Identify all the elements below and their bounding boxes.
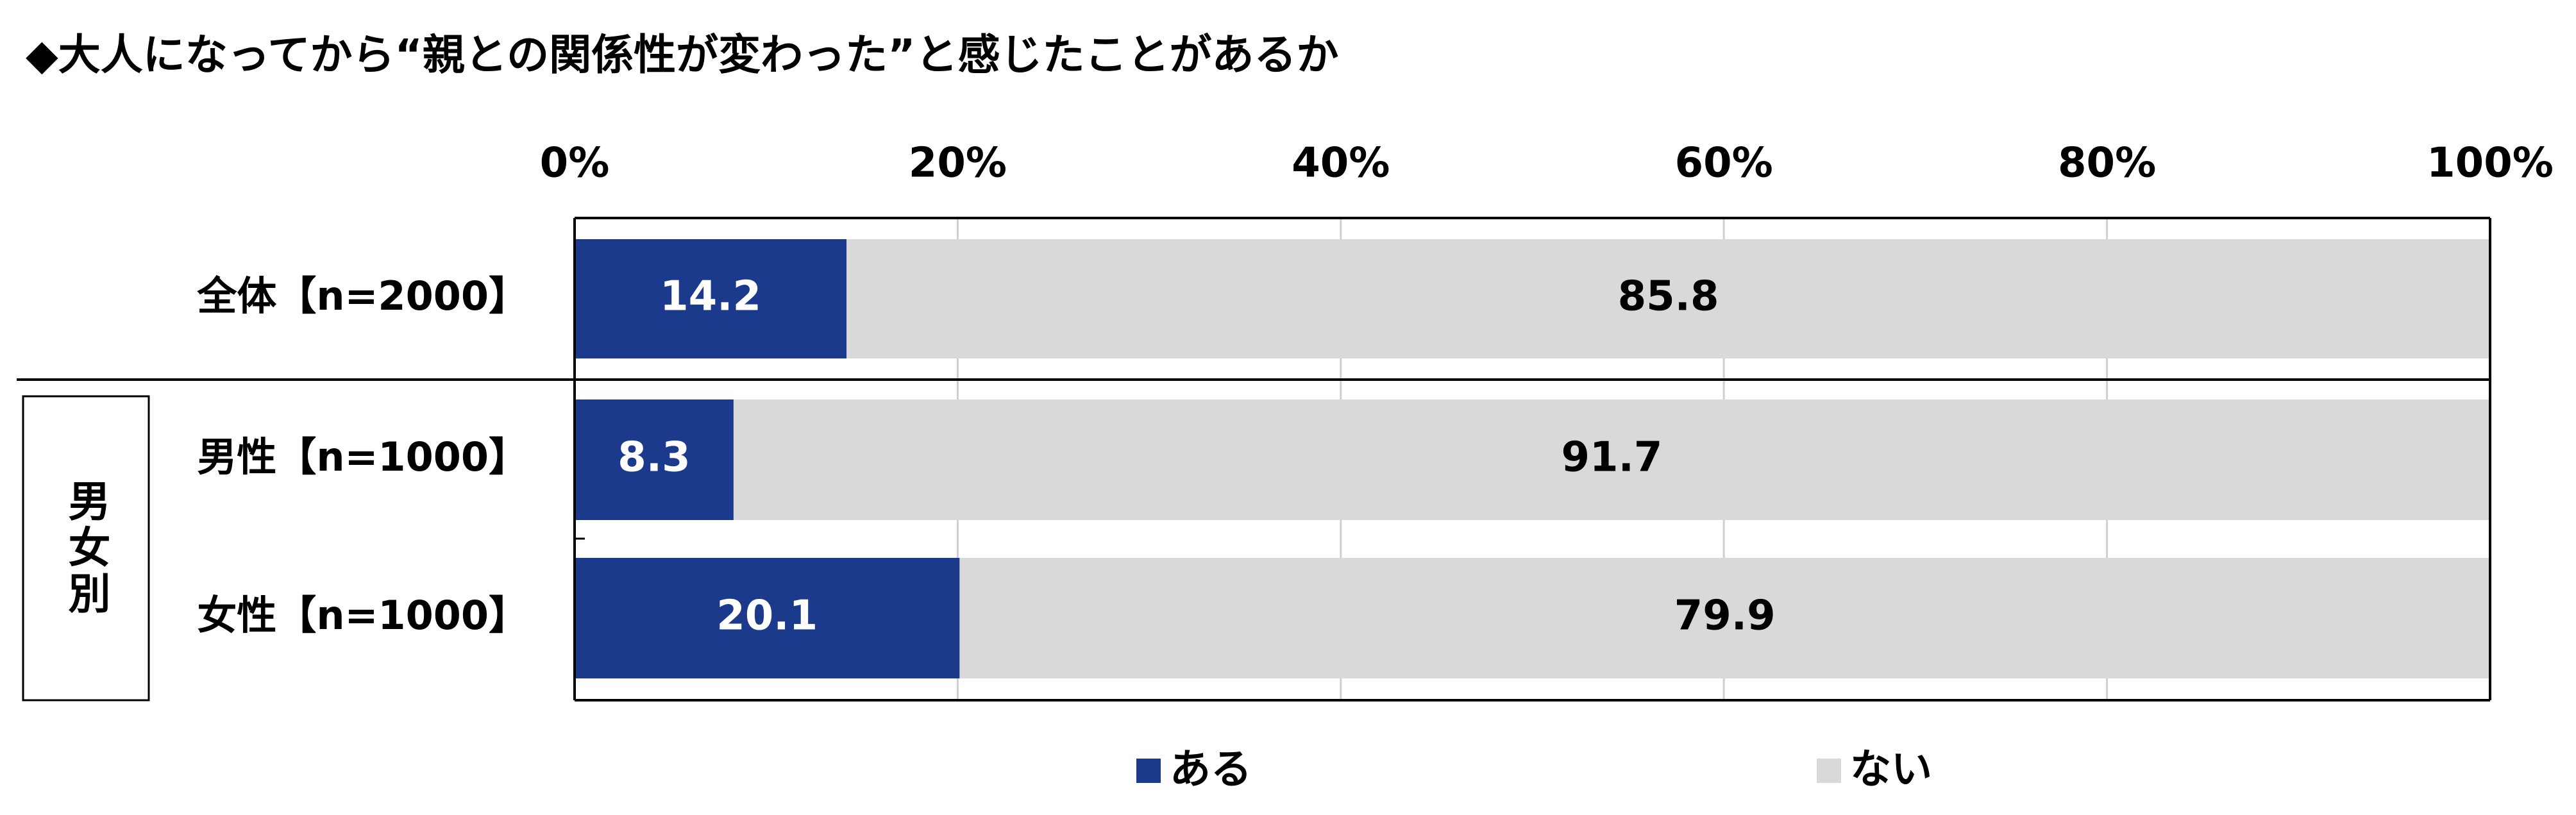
bar-segment (575, 399, 734, 520)
data-label: 20.1 (716, 592, 818, 640)
y-tick-label: 男性【n=1000】 (197, 433, 528, 480)
data-label: 79.9 (1674, 592, 1776, 640)
bar-segment (575, 558, 960, 678)
legend-swatch (1817, 759, 1841, 783)
x-tick-label: 60% (1675, 140, 1773, 187)
bar-segment (575, 239, 847, 358)
bar-segment (846, 239, 2490, 358)
bar-segment (733, 399, 2491, 520)
data-label: 85.8 (1618, 273, 1719, 321)
legend-label: ない (1850, 746, 1932, 794)
legend-swatch (1136, 759, 1161, 783)
x-tick-label: 40% (1292, 140, 1390, 187)
chart-title: ◆大人になってから“親との関係性が変わった”と感じたことがあるか (26, 30, 1339, 80)
x-tick-label: 80% (2058, 140, 2156, 187)
y-tick-label: 女性【n=1000】 (197, 592, 528, 639)
group-label: 男女別 (62, 479, 111, 618)
data-label: 8.3 (618, 434, 690, 482)
data-label: 91.7 (1562, 434, 1663, 482)
data-label: 14.2 (660, 273, 761, 321)
y-tick-label: 全体【n=2000】 (196, 273, 528, 319)
legend-label: ある (1170, 746, 1252, 794)
x-tick-label: 20% (909, 140, 1007, 187)
bar-segment (959, 558, 2490, 678)
x-tick-label: 100% (2427, 140, 2554, 187)
group-box (22, 395, 150, 702)
x-tick-label: 0% (540, 140, 610, 187)
